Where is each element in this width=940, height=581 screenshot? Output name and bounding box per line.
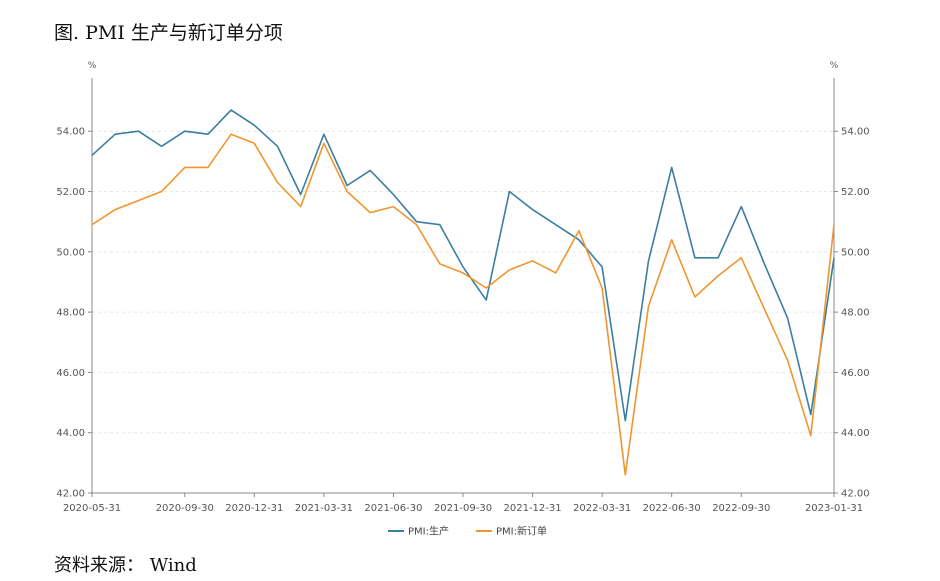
y-tick-label-left: 50.00 <box>56 247 85 258</box>
x-tick-label: 2020-12-31 <box>225 503 283 514</box>
x-tick-label: 2023-01-31 <box>805 503 863 514</box>
grid-lines <box>92 130 834 434</box>
y-tick-label-left: 48.00 <box>56 308 85 319</box>
y-tick-label-right: 42.00 <box>841 489 870 500</box>
series-lines <box>91 109 835 476</box>
axes: 42.00 42.00 44.00 44.00 46.00 46.00 48.00 48.00… <box>56 61 869 514</box>
x-tick-label: 2021-09-30 <box>434 503 492 514</box>
x-tick-label: 2021-12-31 <box>504 503 562 514</box>
y-tick-label-right: 44.00 <box>841 428 870 439</box>
x-tick-label: 2022-09-30 <box>712 503 770 514</box>
y-tick-label-right: 46.00 <box>841 368 870 379</box>
x-tick-label: 2021-03-31 <box>295 503 353 514</box>
x-tick-label: 2021-06-30 <box>364 503 422 514</box>
figure-title: 图. PMI 生产与新订单分项 <box>54 22 283 44</box>
x-tick-label: 2022-06-30 <box>643 503 701 514</box>
y-tick-label-left: 52.00 <box>56 187 85 198</box>
legend: PMI:生产 PMI:新订单 <box>388 525 547 538</box>
x-tick-label: 2020-09-30 <box>156 503 214 514</box>
x-tick-label: 2020-05-31 <box>63 503 121 514</box>
legend-label-1: PMI:生产 <box>408 525 449 538</box>
y-tick-label-left: 54.00 <box>56 127 85 138</box>
y-tick-label-left: 42.00 <box>56 489 85 500</box>
series-line-1 <box>91 109 835 422</box>
series-line-2 <box>91 133 835 476</box>
x-tick-label: 2022-03-31 <box>573 503 631 514</box>
y-tick-label-right: 50.00 <box>841 247 870 258</box>
left-unit-label: % <box>88 61 97 71</box>
y-tick-label-left: 46.00 <box>56 368 85 379</box>
y-tick-label-right: 54.00 <box>841 127 870 138</box>
y-tick-label-right: 52.00 <box>841 187 870 198</box>
figure-source: 资料来源： Wind <box>54 555 197 576</box>
y-tick-label-right: 48.00 <box>841 308 870 319</box>
right-unit-label: % <box>830 61 839 71</box>
y-tick-label-left: 44.00 <box>56 428 85 439</box>
legend-label-2: PMI:新订单 <box>496 525 547 538</box>
